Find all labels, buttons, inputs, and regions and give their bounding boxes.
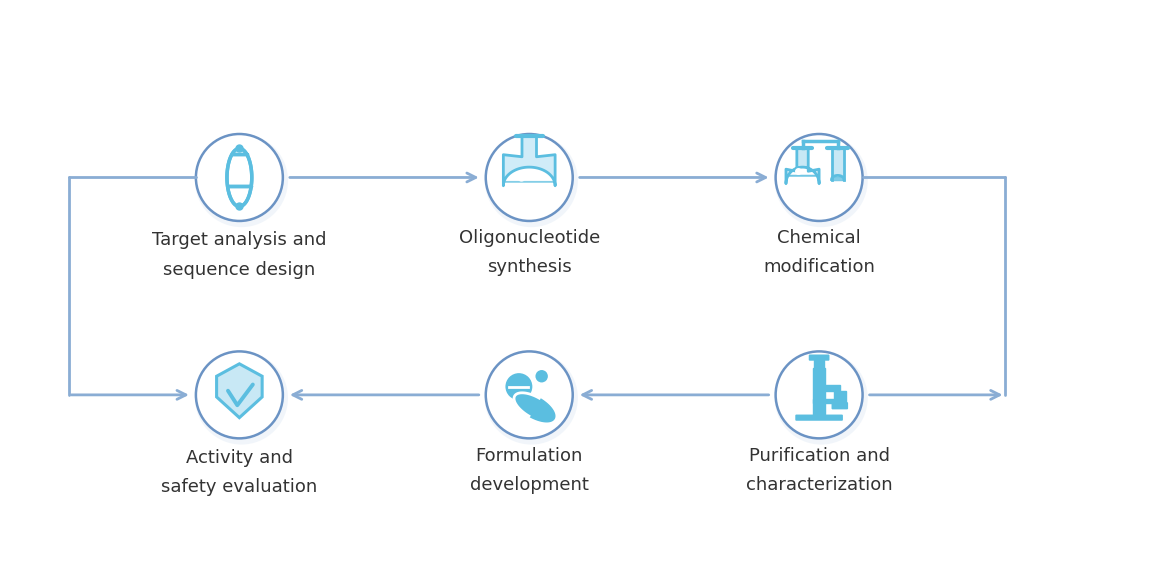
Polygon shape <box>813 360 824 368</box>
Polygon shape <box>832 175 844 179</box>
Text: Chemical
modification: Chemical modification <box>763 229 875 277</box>
FancyArrowPatch shape <box>71 391 186 400</box>
Polygon shape <box>786 175 819 184</box>
Circle shape <box>485 351 578 445</box>
Polygon shape <box>832 148 844 179</box>
Text: Formulation
development: Formulation development <box>469 447 589 494</box>
Text: Purification and
characterization: Purification and characterization <box>746 447 892 494</box>
Circle shape <box>486 351 573 438</box>
Polygon shape <box>833 391 846 403</box>
FancyArrowPatch shape <box>293 391 479 400</box>
Polygon shape <box>514 393 554 422</box>
Polygon shape <box>813 368 825 415</box>
Polygon shape <box>832 178 844 179</box>
Circle shape <box>195 134 288 227</box>
Circle shape <box>775 351 868 445</box>
Polygon shape <box>503 136 555 186</box>
Circle shape <box>775 134 862 221</box>
PathPatch shape <box>216 364 263 418</box>
Circle shape <box>485 134 578 227</box>
FancyArrowPatch shape <box>289 173 475 182</box>
Text: Target analysis and
sequence design: Target analysis and sequence design <box>152 232 327 279</box>
Circle shape <box>505 373 532 400</box>
Circle shape <box>196 351 282 438</box>
Circle shape <box>775 134 868 227</box>
Circle shape <box>195 351 288 445</box>
FancyBboxPatch shape <box>809 355 830 361</box>
Circle shape <box>536 370 547 383</box>
Polygon shape <box>786 148 819 184</box>
Polygon shape <box>503 182 555 186</box>
FancyArrowPatch shape <box>580 173 766 182</box>
FancyArrowPatch shape <box>869 391 999 400</box>
Text: Oligonucleotide
synthesis: Oligonucleotide synthesis <box>459 229 600 277</box>
Circle shape <box>196 134 282 221</box>
Text: Activity and
safety evaluation: Activity and safety evaluation <box>162 448 317 496</box>
FancyBboxPatch shape <box>832 402 848 409</box>
FancyBboxPatch shape <box>795 415 842 421</box>
Polygon shape <box>825 384 840 391</box>
Circle shape <box>486 134 573 221</box>
Polygon shape <box>813 399 838 403</box>
Circle shape <box>775 351 862 438</box>
FancyArrowPatch shape <box>582 391 769 400</box>
